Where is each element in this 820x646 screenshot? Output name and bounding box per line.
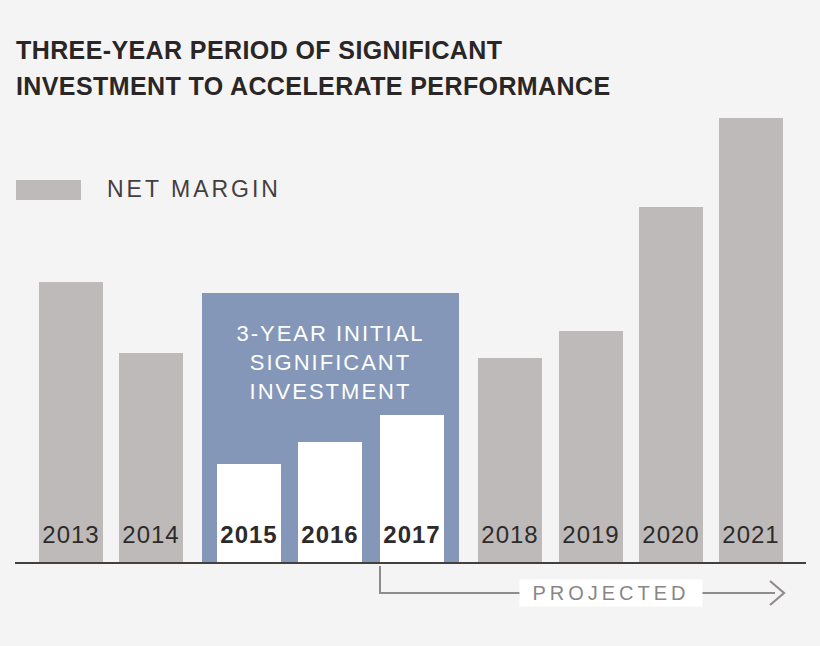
chart-title-line2: INVESTMENT TO ACCELERATE PERFORMANCE xyxy=(16,68,611,104)
bar-2016: 2016 xyxy=(298,442,362,562)
bar-label-2018: 2018 xyxy=(478,521,542,549)
bar-label-2016: 2016 xyxy=(298,521,362,549)
bar-2019: 2019 xyxy=(559,331,623,562)
bar-label-2015: 2015 xyxy=(217,521,281,549)
annotation-line-3: INVESTMENT xyxy=(202,377,459,406)
projected-bracket-tick xyxy=(379,566,381,594)
bar-2014: 2014 xyxy=(119,353,183,562)
bar-2013: 2013 xyxy=(39,282,103,562)
bar-label-2017: 2017 xyxy=(380,521,444,549)
legend-swatch xyxy=(16,180,81,200)
projected-label: PROJECTED xyxy=(519,580,702,607)
x-axis-line xyxy=(15,562,806,564)
net-margin-infographic: THREE-YEAR PERIOD OF SIGNIFICANT INVESTM… xyxy=(0,0,820,646)
annotation-line-2: SIGNIFICANT xyxy=(202,348,459,377)
arrow-head-icon xyxy=(768,579,786,607)
projected-arrow: PROJECTED xyxy=(379,566,791,608)
chart-title-line1: THREE-YEAR PERIOD OF SIGNIFICANT xyxy=(16,32,611,68)
annotation-line-1: 3-YEAR INITIAL xyxy=(202,319,459,348)
bar-label-2013: 2013 xyxy=(39,521,103,549)
bar-label-2020: 2020 xyxy=(639,521,703,549)
bar-label-2014: 2014 xyxy=(119,521,183,549)
bar-2018: 2018 xyxy=(478,358,542,562)
legend-label: NET MARGIN xyxy=(107,176,281,203)
investment-annotation-text: 3-YEAR INITIAL SIGNIFICANT INVESTMENT xyxy=(202,293,459,406)
bar-2020: 2020 xyxy=(639,207,703,562)
bar-label-2019: 2019 xyxy=(559,521,623,549)
bar-label-2021: 2021 xyxy=(719,521,783,549)
bar-2017: 2017 xyxy=(380,415,444,562)
bar-2015: 2015 xyxy=(217,464,281,562)
bar-2021: 2021 xyxy=(719,118,783,562)
chart-title: THREE-YEAR PERIOD OF SIGNIFICANT INVESTM… xyxy=(16,32,611,104)
legend: NET MARGIN xyxy=(16,176,281,203)
